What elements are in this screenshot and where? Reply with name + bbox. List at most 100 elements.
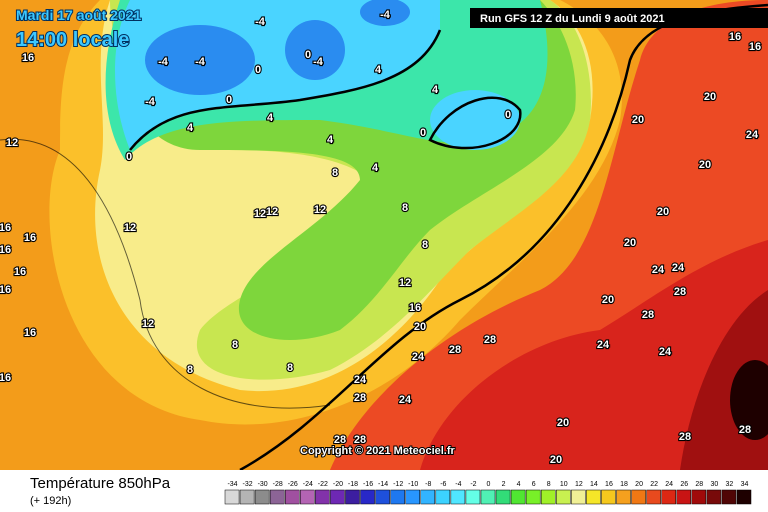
contour-label: 16 bbox=[0, 284, 11, 296]
contour-label: 8 bbox=[287, 362, 293, 374]
contour-label: 24 bbox=[399, 394, 412, 406]
scale-label: -34 bbox=[227, 481, 237, 488]
contour-label: 28 bbox=[484, 334, 496, 346]
contour-label: 16 bbox=[24, 327, 36, 339]
contour-label: 12 bbox=[254, 208, 266, 220]
contour-label: 4 bbox=[327, 134, 334, 146]
scale-swatch bbox=[450, 489, 466, 505]
contour-label: 24 bbox=[652, 264, 665, 276]
contour-label: -4 bbox=[195, 56, 206, 68]
contour-label: 12 bbox=[314, 204, 326, 216]
scale-label: -12 bbox=[393, 481, 403, 488]
scale-swatch bbox=[616, 489, 631, 505]
scale-label: 28 bbox=[695, 481, 703, 488]
scale-label: 20 bbox=[635, 481, 643, 488]
scale-swatch bbox=[601, 489, 616, 505]
forecast-date: Mardi 17 août 2021 bbox=[16, 7, 141, 23]
scale-swatch bbox=[586, 489, 601, 505]
contour-label: 16 bbox=[729, 31, 741, 43]
contour-label: 28 bbox=[334, 434, 346, 446]
scale-swatch bbox=[691, 489, 707, 505]
scale-label: -8 bbox=[425, 481, 431, 488]
contour-label: 4 bbox=[372, 162, 379, 174]
scale-label: 26 bbox=[680, 481, 688, 488]
scale-swatch bbox=[510, 489, 526, 505]
contour-label: 8 bbox=[332, 167, 338, 179]
contour-label: 28 bbox=[674, 286, 686, 298]
scale-label: -10 bbox=[408, 481, 418, 488]
contour-label: 20 bbox=[602, 294, 614, 306]
scale-label: 30 bbox=[710, 481, 718, 488]
scale-label: -28 bbox=[273, 481, 283, 488]
contour-label: 20 bbox=[657, 206, 669, 218]
scale-label: 2 bbox=[502, 481, 506, 488]
contour-label: 4 bbox=[375, 64, 382, 76]
contour-label: -4 bbox=[313, 56, 324, 68]
scale-swatch bbox=[465, 489, 481, 505]
contour-label: 12 bbox=[6, 137, 18, 149]
contour-label: 24 bbox=[597, 339, 610, 351]
scale-swatch bbox=[239, 489, 255, 505]
contour-label: 16 bbox=[0, 222, 11, 234]
forecast-time: 14:00 locale bbox=[16, 29, 129, 51]
scale-label: 18 bbox=[620, 481, 628, 488]
contour-label: -4 bbox=[158, 56, 169, 68]
contour-label: 16 bbox=[22, 52, 34, 64]
temperature-field bbox=[0, 0, 768, 472]
scale-swatch bbox=[480, 489, 496, 505]
contour-label: 0 bbox=[505, 109, 511, 121]
contour-label: 0 bbox=[255, 64, 261, 76]
contour-label: 20 bbox=[699, 159, 711, 171]
scale-swatch bbox=[345, 489, 360, 505]
scale-swatch bbox=[540, 489, 556, 505]
scale-label: -14 bbox=[378, 481, 388, 488]
run-info: Run GFS 12 Z du Lundi 9 août 2021 bbox=[480, 13, 665, 25]
contour-label: 24 bbox=[354, 374, 367, 386]
scale-swatch bbox=[284, 489, 300, 505]
contour-label: 24 bbox=[659, 346, 672, 358]
contour-label: 12 bbox=[266, 206, 278, 218]
contour-label: 28 bbox=[449, 344, 461, 356]
scale-label: -24 bbox=[303, 481, 313, 488]
contour-label: 12 bbox=[399, 277, 411, 289]
contour-label: 4 bbox=[267, 112, 274, 124]
scale-swatch bbox=[706, 489, 722, 505]
scale-swatch bbox=[525, 489, 541, 505]
scale-label: 8 bbox=[547, 481, 551, 488]
contour-label: 0 bbox=[420, 127, 426, 139]
contour-label: 16 bbox=[24, 232, 36, 244]
scale-label: 32 bbox=[726, 481, 734, 488]
scale-label: 22 bbox=[650, 481, 658, 488]
contour-label: 20 bbox=[632, 114, 644, 126]
contour-label: -4 bbox=[380, 9, 391, 21]
scale-swatch bbox=[435, 489, 451, 505]
contour-label: 20 bbox=[550, 454, 562, 466]
scale-swatch bbox=[224, 489, 240, 505]
contour-label: 20 bbox=[557, 417, 569, 429]
scale-swatch bbox=[405, 489, 420, 505]
contour-label: -4 bbox=[145, 96, 156, 108]
contour-label: 8 bbox=[232, 339, 238, 351]
contour-label: 24 bbox=[412, 351, 425, 363]
contour-label: 0 bbox=[305, 49, 311, 61]
contour-label: 4 bbox=[187, 122, 194, 134]
contour-label: 28 bbox=[642, 309, 654, 321]
scale-label: -32 bbox=[243, 481, 253, 488]
scale-swatch bbox=[736, 489, 752, 505]
contour-label: 28 bbox=[354, 434, 366, 446]
scale-label: 0 bbox=[487, 481, 491, 488]
contour-label: 12 bbox=[142, 318, 154, 330]
footer-title: Température 850hPa bbox=[30, 475, 171, 492]
contour-label: 28 bbox=[354, 392, 366, 404]
scale-swatch bbox=[390, 489, 405, 505]
scale-swatch bbox=[360, 489, 375, 505]
contour-label: 20 bbox=[704, 91, 716, 103]
scale-label: -22 bbox=[318, 481, 328, 488]
scale-swatch bbox=[254, 489, 270, 505]
contour-label: 4 bbox=[432, 84, 439, 96]
scale-label: 14 bbox=[590, 481, 598, 488]
contour-label: 24 bbox=[672, 262, 685, 274]
scale-swatch bbox=[676, 489, 692, 505]
scale-label: -18 bbox=[348, 481, 358, 488]
scale-label: -26 bbox=[288, 481, 298, 488]
